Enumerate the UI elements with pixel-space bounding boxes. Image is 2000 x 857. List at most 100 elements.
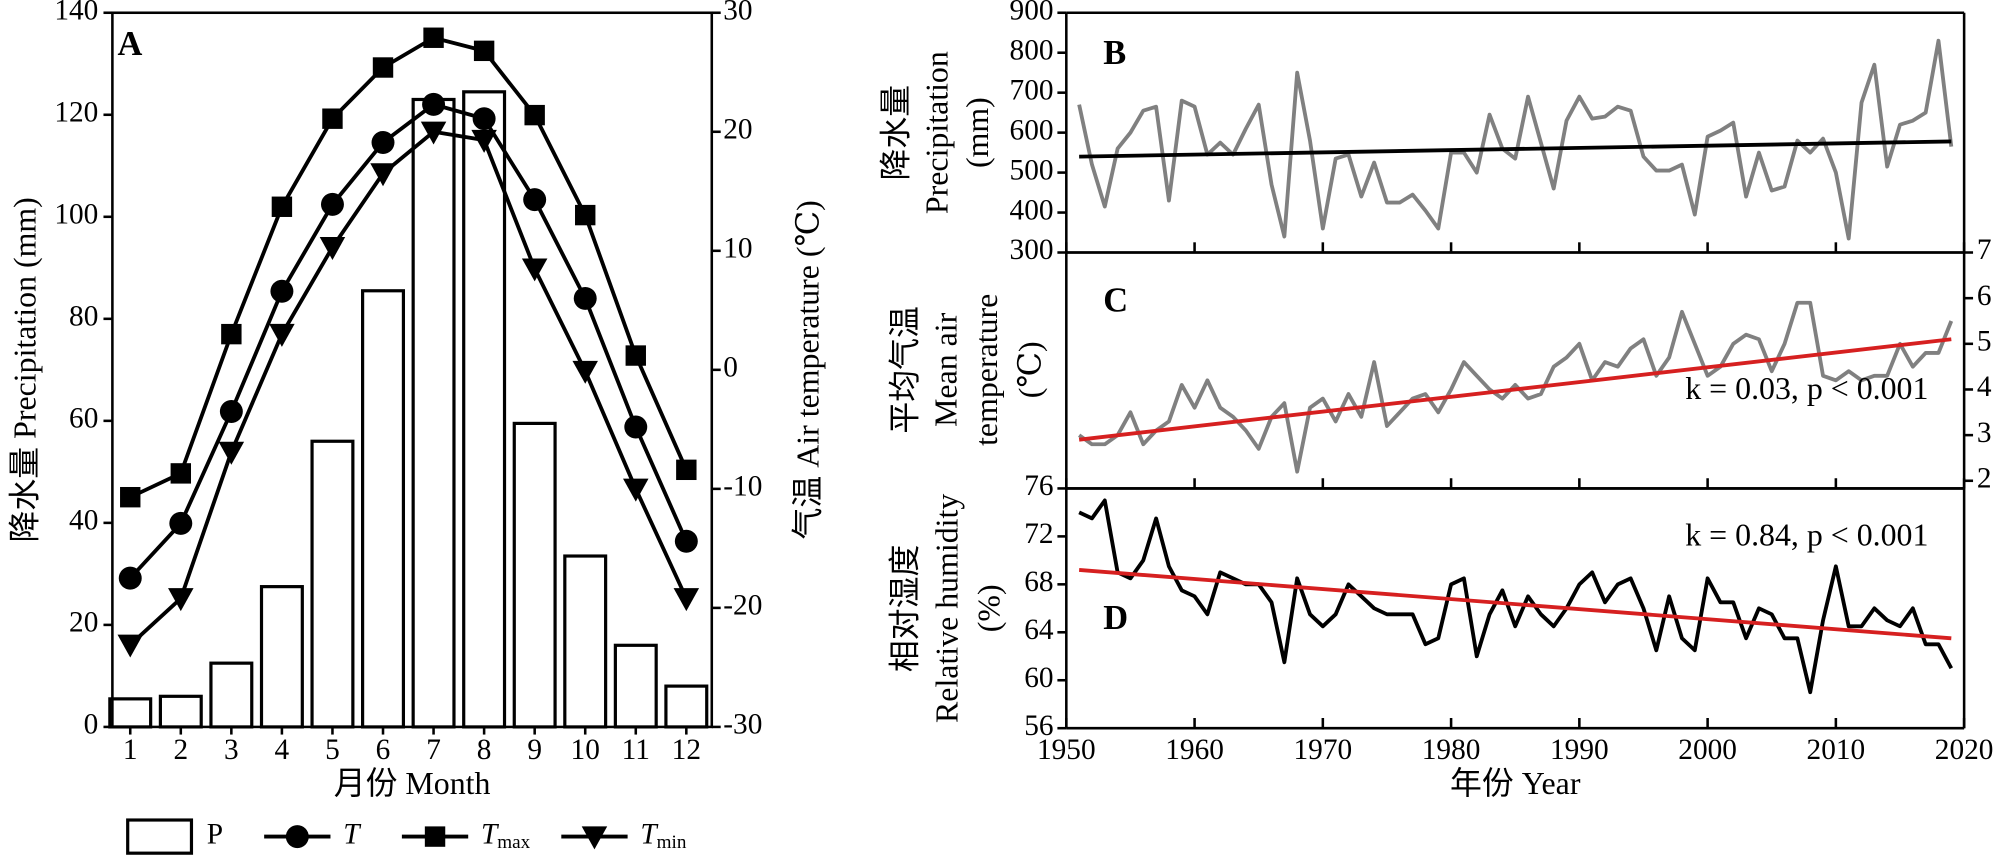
marker: [624, 415, 648, 439]
y-tick-label: 800: [1010, 34, 1054, 66]
marker: [676, 459, 697, 481]
panel-label: A: [117, 25, 142, 63]
marker: [472, 107, 496, 131]
x-tick-label: 2: [173, 734, 188, 766]
marker: [423, 27, 444, 48]
x-tick-label: 9: [527, 734, 542, 766]
bar: [209, 661, 254, 729]
y-tick-label: 60: [69, 403, 98, 435]
x-tick-label: 1990: [1550, 734, 1609, 766]
bar: [563, 554, 608, 729]
x-tick-label: 6: [376, 734, 391, 766]
line: [1078, 498, 1953, 695]
marker: [219, 400, 243, 423]
y-axis-label: (%): [972, 584, 1007, 632]
y-tick-label: 64: [1024, 614, 1054, 646]
x-tick-label: 12: [672, 734, 701, 766]
legend-swatch: [126, 818, 194, 855]
marker: [575, 204, 596, 226]
marker: [221, 323, 242, 345]
marker: [320, 192, 344, 216]
y-axis-label: 平均气温: [887, 306, 922, 434]
y-tick-label: 300: [1010, 234, 1054, 266]
line: [129, 35, 689, 499]
y-tick-label: 600: [1010, 114, 1054, 146]
y-tick-label: 2: [1977, 463, 1992, 495]
trend-line: [1078, 568, 1952, 641]
trend-line: [1079, 139, 1952, 159]
y2-tick-label: -10: [723, 471, 762, 503]
y-tick-label: 400: [1010, 194, 1054, 226]
y-axis-label: (℃): [1012, 341, 1047, 398]
y-tick-label: 3: [1977, 417, 1992, 449]
marker: [285, 825, 309, 849]
marker: [118, 566, 142, 590]
x-tick-label: 2010: [1807, 734, 1866, 766]
y2-tick-label: -30: [723, 709, 762, 741]
bar: [613, 643, 658, 729]
marker: [573, 286, 597, 310]
bar: [259, 585, 304, 729]
y-tick-label: 5: [1977, 326, 1992, 358]
annotation: k = 0.84, p < 0.001: [1685, 517, 1928, 552]
y-tick-label: 60: [1024, 662, 1053, 694]
marker: [371, 131, 395, 154]
y-tick-label: 20: [69, 607, 98, 639]
marker: [372, 57, 394, 78]
marker: [420, 121, 447, 145]
marker: [674, 529, 698, 553]
bar: [664, 684, 709, 729]
marker: [218, 441, 245, 465]
y-tick-label: 120: [54, 97, 98, 129]
marker: [424, 826, 446, 847]
x-tick-label: 7: [426, 734, 441, 766]
x-tick-label: 1960: [1165, 734, 1224, 766]
x-tick-label: 5: [325, 734, 340, 766]
x-tick-label: 3: [224, 734, 239, 766]
y-tick-label: 76: [1024, 470, 1053, 502]
marker: [625, 345, 646, 366]
legend-label: T: [343, 818, 362, 850]
marker: [623, 478, 649, 502]
marker: [322, 108, 343, 129]
y-axis-label: Mean air: [928, 312, 963, 427]
y-tick-label: 72: [1024, 518, 1053, 550]
y-tick-label: 68: [1024, 566, 1053, 598]
y2-tick-label: 10: [723, 233, 752, 265]
panel-label: C: [1103, 281, 1128, 319]
legend-label: Tmin: [640, 818, 686, 853]
marker: [271, 196, 293, 217]
y-tick-label: 7: [1977, 234, 1992, 266]
marker: [319, 237, 346, 260]
bar: [158, 694, 203, 729]
panel-label: B: [1103, 34, 1126, 72]
marker: [270, 279, 294, 303]
marker: [120, 486, 141, 508]
line: [128, 129, 689, 647]
marker: [581, 826, 608, 850]
trend-line: [1078, 337, 1952, 442]
y-tick-label: 0: [84, 709, 99, 741]
x-tick-label: 1: [123, 734, 138, 766]
x-tick-label: 1950: [1037, 734, 1096, 766]
y2-tick-label: 20: [723, 114, 752, 146]
y-axis-label: Relative humidity: [930, 494, 965, 723]
marker: [524, 104, 545, 126]
y-axis-label: temperature: [969, 294, 1004, 446]
marker: [471, 129, 497, 153]
y-tick-label: 100: [54, 199, 98, 231]
bar: [108, 697, 153, 729]
y2-tick-label: 0: [723, 352, 738, 384]
x-tick-label: 8: [477, 734, 492, 766]
marker: [370, 163, 396, 187]
legend-label: P: [207, 818, 223, 850]
x-tick-label: 1980: [1422, 734, 1481, 766]
marker: [169, 511, 193, 535]
x-tick-label: 1970: [1294, 734, 1353, 766]
y-tick-label: 4: [1977, 371, 1992, 403]
x-tick-label: 11: [622, 734, 650, 766]
y-tick-label: 140: [54, 0, 98, 26]
y2-axis-label: 气温 Air temperature (℃): [791, 200, 826, 539]
